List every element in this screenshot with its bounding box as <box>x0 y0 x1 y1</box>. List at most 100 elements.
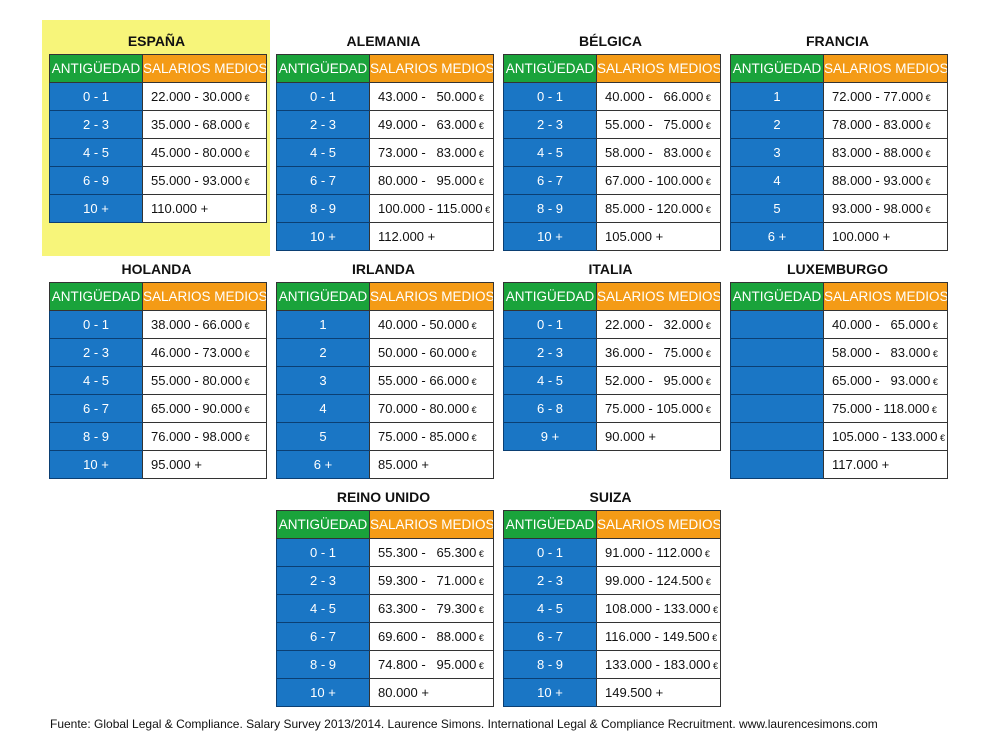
euro-symbol: € <box>930 321 938 331</box>
salario-cell: 40.000 - 65.000 € <box>823 310 948 339</box>
salary-table: ANTIGÜEDAD SALARIOS MEDIOS 1 40.000 - 50.00… <box>276 282 494 479</box>
antiguedad-cell: 1 <box>730 82 824 111</box>
salario-cell: 105.000 - 133.000 € <box>823 422 948 451</box>
salario-value: 116.000 - 149.500 <box>605 629 710 644</box>
country-block: LUXEMBURGO ANTIGÜEDAD SALARIOS MEDIOS 40.00… <box>730 256 948 479</box>
antiguedad-cell: 2 <box>730 110 824 139</box>
antiguedad-cell: 4 <box>730 166 824 195</box>
table-row: 4 - 5 52.000 - 95.000 € <box>503 366 721 395</box>
antiguedad-cell: 6 - 7 <box>503 622 597 651</box>
euro-symbol: € <box>703 205 711 215</box>
salario-value: 85.000 - 120.000 <box>605 201 704 216</box>
euro-symbol: € <box>703 121 711 131</box>
euro-symbol: € <box>929 405 937 415</box>
table-row: 6 - 8 75.000 - 105.000 € <box>503 394 721 423</box>
salarios-header: SALARIOS MEDIOS <box>596 54 721 83</box>
salario-value: 99.000 - 124.500 <box>605 573 704 588</box>
table-row: 4 - 5 63.300 - 79.300 € <box>276 594 494 623</box>
table-row: 0 - 1 43.000 - 50.000 € <box>276 82 494 111</box>
antiguedad-cell: 10 + <box>276 678 370 707</box>
salario-value: 63.300 - 79.300 <box>378 601 477 616</box>
header-row: ANTIGÜEDAD SALARIOS MEDIOS <box>276 282 494 311</box>
euro-symbol: € <box>930 349 938 359</box>
salario-value: 40.000 - 66.000 <box>605 89 704 104</box>
salario-value: 112.000 + <box>378 229 436 244</box>
antiguedad-cell: 6 - 7 <box>276 166 370 195</box>
salario-value: 110.000 + <box>151 201 209 216</box>
table-row: 6 - 7 80.000 - 95.000 € <box>276 166 494 195</box>
table-row: 4 - 5 58.000 - 83.000 € <box>503 138 721 167</box>
antiguedad-cell: 3 <box>276 366 370 395</box>
salario-cell: 99.000 - 124.500 € <box>596 566 721 595</box>
country-block: ESPAÑA ANTIGÜEDAD SALARIOS MEDIOS 0 - 1 22.0… <box>49 28 267 223</box>
salario-cell: 75.000 - 85.000 € <box>369 422 494 451</box>
antiguedad-cell: 0 - 1 <box>503 82 597 111</box>
table-row: 4 - 5 73.000 - 83.000 € <box>276 138 494 167</box>
header-row: ANTIGÜEDAD SALARIOS MEDIOS <box>49 54 267 83</box>
antiguedad-header: ANTIGÜEDAD <box>503 54 597 83</box>
euro-symbol: € <box>242 405 250 415</box>
salario-value: 65.000 - 90.000 <box>151 401 243 416</box>
antiguedad-cell: 9 + <box>503 422 597 451</box>
salario-value: 40.000 - 65.000 <box>832 317 931 332</box>
table-row: 9 + 90.000 + <box>503 422 721 451</box>
euro-symbol: € <box>242 93 250 103</box>
antiguedad-cell: 2 - 3 <box>49 338 143 367</box>
antiguedad-header: ANTIGÜEDAD <box>730 54 824 83</box>
salario-value: 69.600 - 88.000 <box>378 629 477 644</box>
country-block: SUIZA ANTIGÜEDAD SALARIOS MEDIOS 0 - 1 91.00… <box>503 484 721 707</box>
table-row: 1 40.000 - 50.000 € <box>276 310 494 339</box>
source-footer: Fuente: Global Legal & Compliance. Salar… <box>50 717 878 731</box>
salario-value: 43.000 - 50.000 <box>378 89 477 104</box>
salary-table: ANTIGÜEDAD SALARIOS MEDIOS 1 72.000 - 77.00… <box>730 54 948 251</box>
table-row: 6 - 9 55.000 - 93.000 € <box>49 166 267 195</box>
table-row: 2 50.000 - 60.000 € <box>276 338 494 367</box>
table-row: 10 + 105.000 + <box>503 222 721 251</box>
salario-cell: 49.000 - 63.000 € <box>369 110 494 139</box>
salario-cell: 22.000 - 30.000 € <box>142 82 267 111</box>
table-row: 10 + 95.000 + <box>49 450 267 479</box>
euro-symbol: € <box>242 121 250 131</box>
euro-symbol: € <box>469 321 477 331</box>
country-block: FRANCIA ANTIGÜEDAD SALARIOS MEDIOS 1 72.000 … <box>730 28 948 251</box>
salario-value: 149.500 + <box>605 685 664 700</box>
salario-cell: 22.000 - 32.000 € <box>596 310 721 339</box>
salario-cell: 40.000 - 50.000 € <box>369 310 494 339</box>
euro-symbol: € <box>242 149 250 159</box>
antiguedad-cell: 3 <box>730 138 824 167</box>
table-row: 117.000 + <box>730 450 948 479</box>
table-row: 2 - 3 55.000 - 75.000 € <box>503 110 721 139</box>
antiguedad-cell: 4 - 5 <box>503 594 597 623</box>
antiguedad-cell: 6 + <box>276 450 370 479</box>
euro-symbol: € <box>469 433 477 443</box>
antiguedad-cell: 0 - 1 <box>503 310 597 339</box>
salarios-header: SALARIOS MEDIOS <box>823 54 948 83</box>
country-title: ESPAÑA <box>127 33 186 49</box>
euro-symbol: € <box>242 377 250 387</box>
salario-value: 46.000 - 73.000 <box>151 345 243 360</box>
salario-cell: 91.000 - 112.000 € <box>596 538 721 567</box>
antiguedad-cell: 10 + <box>49 450 143 479</box>
salario-cell: 58.000 - 83.000 € <box>596 138 721 167</box>
salario-value: 83.000 - 88.000 <box>832 145 924 160</box>
salario-cell: 55.000 - 93.000 € <box>142 166 267 195</box>
antiguedad-cell: 6 - 8 <box>503 394 597 423</box>
country-title: IRLANDA <box>352 261 415 277</box>
salario-cell: 95.000 + <box>142 450 267 479</box>
salario-cell: 75.000 - 118.000 € <box>823 394 948 423</box>
header-row: ANTIGÜEDAD SALARIOS MEDIOS <box>730 54 948 83</box>
header-row: ANTIGÜEDAD SALARIOS MEDIOS <box>503 54 721 83</box>
salarios-header: SALARIOS MEDIOS <box>369 510 494 539</box>
country-block: HOLANDA ANTIGÜEDAD SALARIOS MEDIOS 0 - 1 38.… <box>49 256 267 479</box>
antiguedad-cell: 8 - 9 <box>503 650 597 679</box>
salario-cell: 73.000 - 83.000 € <box>369 138 494 167</box>
table-row: 0 - 1 91.000 - 112.000 € <box>503 538 721 567</box>
salario-value: 75.000 - 85.000 <box>378 429 470 444</box>
euro-symbol: € <box>703 349 711 359</box>
salario-cell: 85.000 - 120.000 € <box>596 194 721 223</box>
salario-cell: 55.000 - 75.000 € <box>596 110 721 139</box>
euro-symbol: € <box>703 149 711 159</box>
salario-cell: 59.300 - 71.000 € <box>369 566 494 595</box>
table-row: 105.000 - 133.000 € <box>730 422 948 451</box>
table-row: 1 72.000 - 77.000 € <box>730 82 948 111</box>
